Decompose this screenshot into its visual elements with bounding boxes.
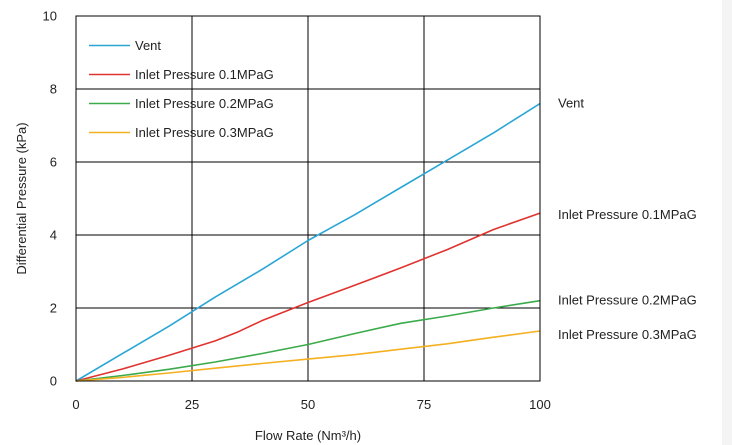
x-tick-label: 75 bbox=[417, 397, 431, 412]
series-line-inlet-pressure-0-2mpag bbox=[75, 299, 541, 382]
x-tick-label: 100 bbox=[529, 397, 551, 412]
series-lines bbox=[75, 102, 541, 382]
y-tick-label: 6 bbox=[50, 155, 57, 170]
y-axis-label: Differential Pressure (kPa) bbox=[14, 122, 29, 274]
x-axis-label: Flow Rate (Nm³/h) bbox=[255, 428, 361, 443]
series-line-inlet-pressure-0-1mpag bbox=[75, 212, 541, 382]
y-tick-label: 8 bbox=[50, 82, 57, 97]
series-end-labels: Vent Inlet Pressure 0.1MPaG Inlet Pressure… bbox=[558, 96, 697, 342]
y-tick-labels: 0 2 4 6 8 10 bbox=[43, 9, 57, 389]
legend: Vent Inlet Pressure 0.1MPaG Inlet Pressure… bbox=[89, 38, 274, 140]
legend-label: Vent bbox=[135, 38, 161, 53]
y-tick-label: 2 bbox=[50, 301, 57, 316]
legend-label: Inlet Pressure 0.2MPaG bbox=[135, 96, 274, 111]
series-end-label: Inlet Pressure 0.3MPaG bbox=[558, 327, 697, 342]
series-end-label: Inlet Pressure 0.2MPaG bbox=[558, 293, 697, 308]
x-tick-label: 0 bbox=[72, 397, 79, 412]
plot-frame bbox=[75, 15, 541, 382]
series-line-vent bbox=[75, 102, 541, 382]
y-tick-label: 0 bbox=[50, 374, 57, 389]
y-tick-label: 10 bbox=[43, 9, 57, 24]
x-tick-label: 50 bbox=[301, 397, 315, 412]
legend-label: Inlet Pressure 0.3MPaG bbox=[135, 125, 274, 140]
series-line-inlet-pressure-0-3mpag bbox=[75, 330, 541, 382]
series-end-label: Inlet Pressure 0.1MPaG bbox=[558, 207, 697, 222]
x-tick-labels: 0 25 50 75 100 bbox=[72, 397, 550, 412]
y-tick-label: 4 bbox=[50, 228, 57, 243]
page-edge-strip bbox=[722, 0, 732, 445]
x-tick-label: 25 bbox=[185, 397, 199, 412]
legend-label: Inlet Pressure 0.1MPaG bbox=[135, 67, 274, 82]
series-end-label: Vent bbox=[558, 96, 584, 111]
grid-lines bbox=[76, 16, 540, 381]
